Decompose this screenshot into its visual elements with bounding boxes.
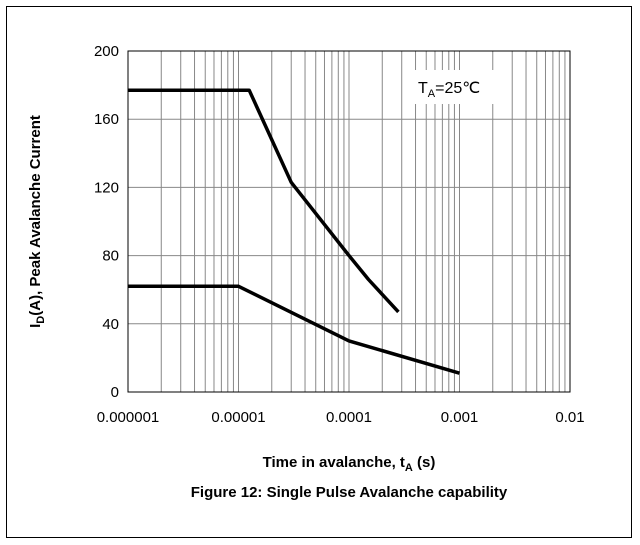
y-tick-label: 0 [111, 384, 119, 401]
annotation-label: TA=25℃ [418, 80, 480, 100]
x-tick-label: 0.000001 [97, 409, 160, 426]
x-tick-label: 0.001 [441, 409, 479, 426]
figure-caption: Figure 12: Single Pulse Avalanche capabi… [191, 484, 508, 501]
x-axis-subscript: A [405, 462, 413, 474]
y-tick-label: 120 [94, 179, 119, 196]
x-tick-label: 0.01 [555, 409, 584, 426]
y-axis-subscript: D [35, 316, 47, 324]
plot-area [127, 50, 571, 393]
figure-frame [6, 6, 632, 538]
x-tick-label: 0.0001 [326, 409, 372, 426]
x-axis-main: Time in avalanche, t [263, 454, 405, 471]
grid-lines [127, 50, 570, 393]
y-axis-rest: (A), Peak Avalanche Current [27, 115, 44, 316]
series-line-1 [128, 88, 400, 314]
annotation-value: =25℃ [435, 80, 480, 97]
x-axis-unit: (s) [413, 454, 436, 471]
y-tick-label: 80 [102, 248, 119, 265]
temperature-annotation: TA=25℃ [410, 70, 506, 104]
y-tick-label: 200 [94, 43, 119, 60]
x-axis-title: Time in avalanche, tA (s) [263, 454, 436, 474]
y-axis-title: ID(A), Peak Avalanche Current [27, 115, 47, 328]
series-line-2 [128, 284, 460, 375]
x-tick-label: 0.00001 [211, 409, 265, 426]
annotation-symbol: T [418, 80, 428, 97]
y-tick-label: 160 [94, 111, 119, 128]
annotation-subscript: A [428, 88, 436, 100]
y-axis-symbol: I [27, 324, 44, 328]
series-layer [128, 88, 460, 375]
tick-labels: 0 40 80 120 160 200 0.000001 0.00001 0.0001 0.001… [94, 43, 585, 426]
y-tick-label: 40 [102, 316, 119, 333]
